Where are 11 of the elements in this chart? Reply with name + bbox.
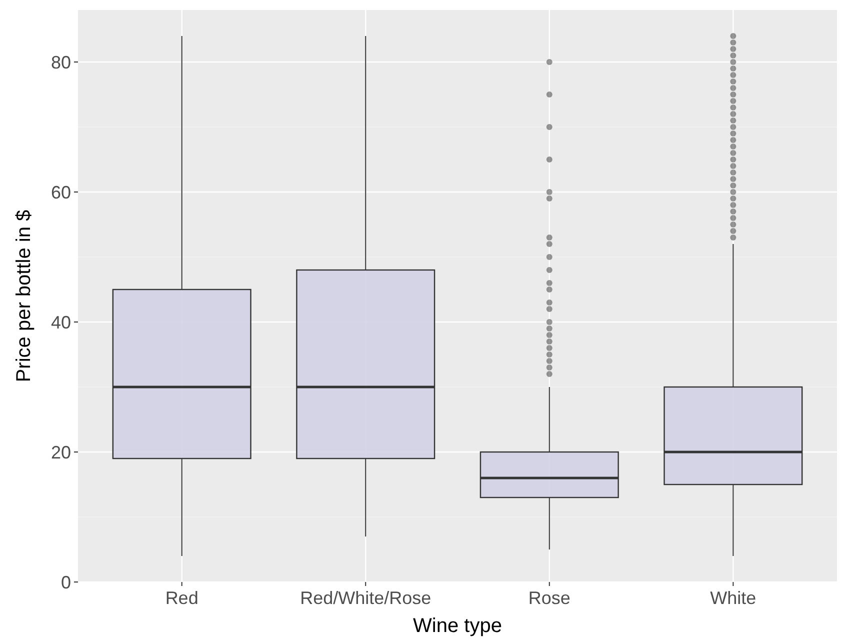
x-tick-label: White — [710, 588, 756, 608]
y-tick-label: 60 — [50, 182, 71, 202]
x-tick-label: Rose — [528, 588, 570, 608]
y-axis-title: Price per bottle in $ — [13, 210, 35, 382]
x-tick-label: Red/White/Rose — [300, 588, 432, 608]
y-tick-label: 20 — [50, 442, 71, 462]
x-axis-title: Wine type — [413, 615, 502, 637]
y-tick-label: 0 — [60, 572, 71, 592]
y-tick-label: 40 — [50, 312, 71, 332]
y-tick-label: 80 — [50, 52, 71, 72]
x-tick-label: Red — [165, 588, 198, 608]
